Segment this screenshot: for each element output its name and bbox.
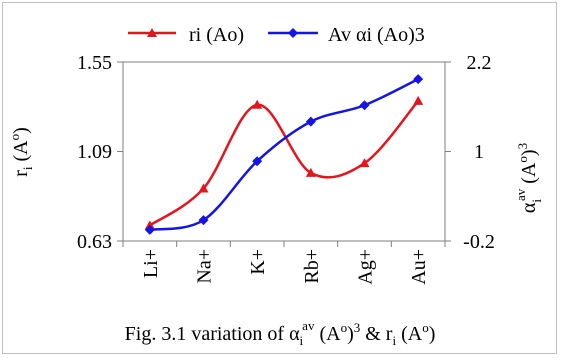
- series-1-line: [149, 100, 420, 227]
- series-2-point-Li+: [144, 224, 155, 235]
- legend-label-series-2: Av αi (Ao)3: [328, 24, 425, 46]
- legend: ri (Ao) Av αi (Ao)3: [128, 24, 425, 46]
- x-tick-label-Rb+: Rb+: [301, 249, 323, 284]
- y-left-axis-label: ri (Ao): [7, 127, 35, 177]
- legend-marker-series-1: [147, 28, 157, 37]
- series-layer: [144, 74, 424, 235]
- y-left-tick-mid: 1.09: [77, 141, 112, 163]
- series-2-point-Au+: [413, 74, 424, 85]
- x-tick-label-Au+: Au+: [408, 249, 430, 285]
- x-tick-label-Li+: Li+: [140, 249, 162, 278]
- x-tick-label-Ag+: Ag+: [355, 249, 377, 285]
- y-right-tick-top: 2.2: [467, 52, 492, 74]
- series-1-point-Na+: [198, 183, 209, 193]
- x-tick-label-K+: K+: [247, 249, 269, 275]
- tick-marks: [117, 61, 451, 247]
- series-1-point-K+: [252, 99, 263, 109]
- figure-caption: Fig. 3.1 variation of αiav (Ao)3 & ri (A…: [125, 318, 436, 348]
- series-2-point-K+: [252, 156, 263, 167]
- series-1-point-Ag+: [359, 158, 370, 168]
- series-2-point-Na+: [198, 215, 209, 226]
- series-1-point-Au+: [413, 95, 424, 105]
- series-2-point-Rb+: [305, 116, 316, 127]
- legend-marker-series-2: [288, 28, 298, 38]
- y-right-tick-bottom: -0.2: [463, 231, 495, 253]
- y-left-tick-bottom: 0.63: [77, 231, 112, 253]
- chart-frame: [2, 2, 557, 354]
- x-tick-label-Na+: Na+: [194, 249, 216, 284]
- series-2-line: [149, 78, 419, 232]
- series-1-point-Rb+: [305, 167, 316, 177]
- y-right-tick-mid: 1: [474, 141, 484, 163]
- y-right-axis-label: αiav (Ao)3: [513, 143, 544, 213]
- x-tick-labels: Li+ Na+ K+ Rb+ Ag+ Au+: [140, 249, 430, 285]
- series-2-point-Ag+: [359, 100, 370, 111]
- legend-label-series-1: ri (Ao): [189, 24, 244, 46]
- y-left-tick-top: 1.55: [77, 52, 112, 74]
